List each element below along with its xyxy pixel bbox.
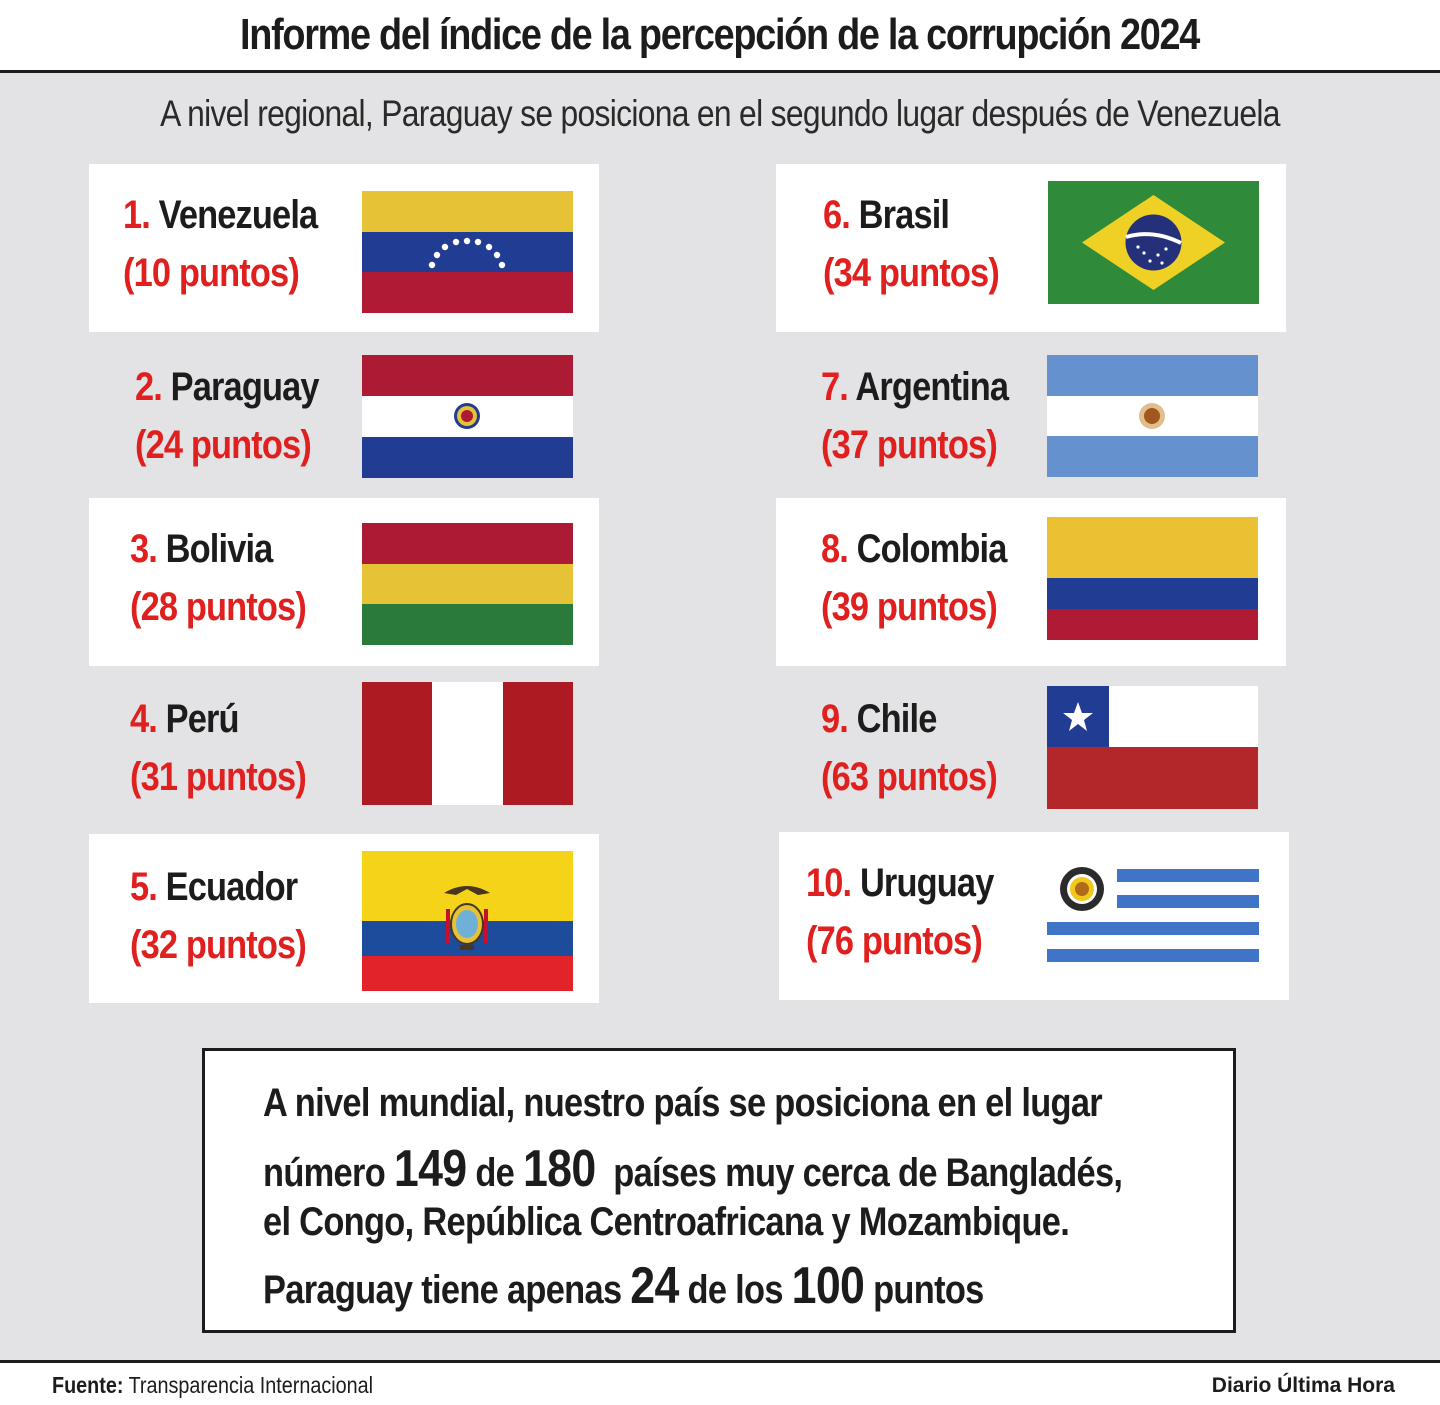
country-name: Paraguay	[170, 365, 320, 409]
country-points: (32 puntos)	[130, 923, 307, 967]
rank-number: 8.	[821, 527, 849, 571]
publisher-credit: Diario Última Hora	[1211, 1374, 1395, 1397]
paraguay-score-value: 24	[630, 1257, 679, 1315]
paraguay-flag-icon	[362, 355, 573, 478]
country-card-ecuador: 5. Ecuador (32 puntos)	[89, 834, 599, 1003]
rank-number: 10.	[806, 861, 852, 905]
page-title: Informe del índice de la percepción de l…	[0, 0, 1440, 70]
country-card-paraguay: 2. Paraguay (24 puntos)	[89, 332, 599, 498]
chile-flag-icon	[1047, 686, 1258, 809]
bolivia-flag-icon	[362, 523, 573, 645]
world-total-value: 180	[522, 1140, 596, 1198]
country-card-venezuela: 1. Venezuela (10 puntos)	[89, 164, 599, 332]
country-points: (76 puntos)	[806, 919, 983, 963]
country-points: (37 puntos)	[821, 423, 998, 467]
footer-divider	[0, 1360, 1440, 1363]
country-name: Chile	[856, 697, 938, 741]
rank-number: 5.	[130, 865, 158, 909]
rank-number: 4.	[130, 697, 158, 741]
rank-number: 7.	[821, 365, 849, 409]
world-text-fragment: de los	[678, 1268, 792, 1312]
brasil-flag-icon	[1048, 181, 1259, 304]
country-name: Ecuador	[165, 865, 298, 909]
country-points: (34 puntos)	[823, 251, 1000, 295]
rank-number: 1.	[123, 193, 151, 237]
page-subtitle: A nivel regional, Paraguay se posiciona …	[160, 93, 1280, 134]
country-name: Uruguay	[859, 861, 994, 905]
country-name: Bolivia	[165, 527, 274, 571]
country-card-chile: 9. Chile (63 puntos)	[776, 666, 1286, 832]
world-rank-value: 149	[393, 1140, 467, 1198]
country-points: (31 puntos)	[130, 755, 307, 799]
world-text-fragment: de	[466, 1151, 523, 1195]
source-credit: Fuente: Transparencia Internacional	[52, 1372, 425, 1399]
country-card-bolivia: 3. Bolivia (28 puntos)	[89, 498, 599, 666]
world-text-fragment: Paraguay tiene apenas	[263, 1268, 631, 1312]
country-points: (39 puntos)	[821, 585, 998, 629]
title-divider	[0, 70, 1440, 73]
venezuela-flag-icon	[362, 191, 573, 313]
country-points: (24 puntos)	[135, 423, 312, 467]
country-card-uruguay: 10. Uruguay (76 puntos)	[779, 832, 1289, 1000]
rank-number: 2.	[135, 365, 163, 409]
country-points: (28 puntos)	[130, 585, 307, 629]
country-name: Perú	[165, 697, 240, 741]
country-card-colombia: 8. Colombia (39 puntos)	[776, 498, 1286, 666]
country-name: Venezuela	[158, 193, 318, 237]
max-score-value: 100	[791, 1257, 865, 1315]
country-card-argentina: 7. Argentina (37 puntos)	[776, 332, 1286, 498]
rank-number: 3.	[130, 527, 158, 571]
peru-flag-icon	[362, 682, 573, 805]
rank-number: 6.	[823, 193, 851, 237]
country-card-brasil: 6. Brasil (34 puntos)	[776, 164, 1286, 332]
world-text-line: A nivel mundial, nuestro país se posicio…	[263, 1081, 1103, 1125]
world-ranking-box: A nivel mundial, nuestro país se posicio…	[202, 1048, 1236, 1333]
ecuador-flag-icon	[362, 851, 573, 991]
world-text-fragment: países muy cerca de Bangladés,	[595, 1151, 1123, 1195]
world-text-line: el Congo, República Centroafricana y Moz…	[263, 1200, 1070, 1244]
country-points: (10 puntos)	[123, 251, 300, 295]
world-text-fragment: número	[263, 1151, 394, 1195]
country-points: (63 puntos)	[821, 755, 998, 799]
uruguay-flag-icon	[1047, 867, 1259, 962]
source-value: Transparencia Internacional	[123, 1372, 374, 1398]
country-name: Colombia	[856, 527, 1008, 571]
country-name: Brasil	[858, 193, 950, 237]
world-text-fragment: puntos	[864, 1268, 984, 1312]
rank-number: 9.	[821, 697, 849, 741]
source-label: Fuente:	[52, 1372, 124, 1398]
colombia-flag-icon	[1047, 517, 1258, 640]
argentina-flag-icon	[1047, 355, 1258, 477]
country-card-peru: 4. Perú (31 puntos)	[89, 666, 599, 832]
country-name: Argentina	[855, 365, 1009, 409]
